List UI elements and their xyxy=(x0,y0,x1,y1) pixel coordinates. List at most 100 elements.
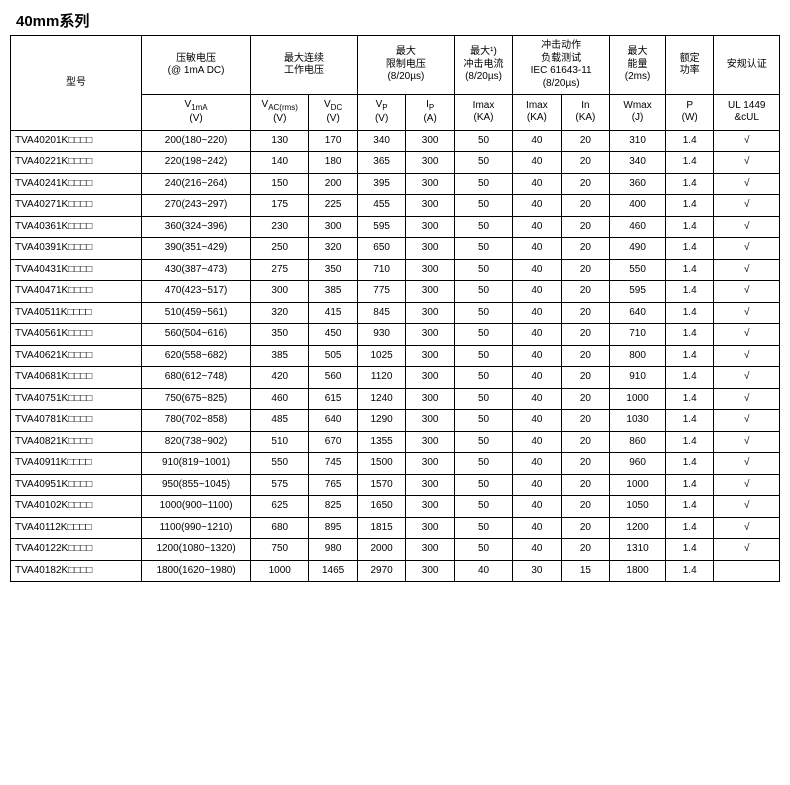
hdr-p-group: 额定功率 xyxy=(665,36,714,95)
spec-table: 型号 压敏电压(@ 1mA DC) 最大连续工作电压 最大限制电压(8/20µs… xyxy=(10,35,780,582)
table-row: TVA40182K□□□□1800(1620~1980)100014652970… xyxy=(11,560,780,582)
cell-value: 300 xyxy=(406,496,455,518)
cell-value: 1.4 xyxy=(665,517,714,539)
hdr-ul-group: 安规认证 xyxy=(714,36,780,95)
cell-model: TVA40821K□□□□ xyxy=(11,431,142,453)
cell-value: 300 xyxy=(406,152,455,174)
cell-value xyxy=(714,560,780,582)
cell-value: 1.4 xyxy=(665,539,714,561)
cell-value: 20 xyxy=(561,345,610,367)
cell-value: 40 xyxy=(454,560,512,582)
cell-value: 1.4 xyxy=(665,173,714,195)
cell-value: 300 xyxy=(406,302,455,324)
cell-value: 1200(1080~1320) xyxy=(141,539,250,561)
cell-value: 240(216~264) xyxy=(141,173,250,195)
cell-value: 485 xyxy=(251,410,309,432)
cell-value: 40 xyxy=(513,302,562,324)
cell-value: 275 xyxy=(251,259,309,281)
series-title: 40mm系列 xyxy=(16,10,780,31)
cell-value: 20 xyxy=(561,130,610,152)
cell-value: 50 xyxy=(454,324,512,346)
cell-value: 220(198~242) xyxy=(141,152,250,174)
cell-value: 20 xyxy=(561,453,610,475)
cell-value: 450 xyxy=(309,324,358,346)
cell-value: 200(180~220) xyxy=(141,130,250,152)
cell-value: 950(855~1045) xyxy=(141,474,250,496)
cell-value: 140 xyxy=(251,152,309,174)
cell-value: 230 xyxy=(251,216,309,238)
cell-value: 150 xyxy=(251,173,309,195)
cell-value: 395 xyxy=(357,173,406,195)
cell-value: 15 xyxy=(561,560,610,582)
table-row: TVA40911K□□□□910(819~1001)55074515003005… xyxy=(11,453,780,475)
cell-value: 360(324~396) xyxy=(141,216,250,238)
cell-value: √ xyxy=(714,259,780,281)
cell-model: TVA40431K□□□□ xyxy=(11,259,142,281)
table-row: TVA40431K□□□□430(387~473)275350710300504… xyxy=(11,259,780,281)
table-row: TVA40112K□□□□1100(990~1210)6808951815300… xyxy=(11,517,780,539)
cell-value: 680 xyxy=(251,517,309,539)
cell-value: 50 xyxy=(454,474,512,496)
cell-value: 910(819~1001) xyxy=(141,453,250,475)
cell-value: 1290 xyxy=(357,410,406,432)
cell-value: 300 xyxy=(309,216,358,238)
cell-value: 40 xyxy=(513,496,562,518)
cell-value: 2970 xyxy=(357,560,406,582)
cell-value: 575 xyxy=(251,474,309,496)
cell-value: √ xyxy=(714,302,780,324)
cell-value: √ xyxy=(714,517,780,539)
cell-value: 505 xyxy=(309,345,358,367)
cell-model: TVA40241K□□□□ xyxy=(11,173,142,195)
hdr-vclamp-group: 最大限制电压(8/20µs) xyxy=(357,36,454,95)
cell-model: TVA40201K□□□□ xyxy=(11,130,142,152)
hdr-ul: UL 1449&cUL xyxy=(714,95,780,131)
cell-value: 300 xyxy=(406,560,455,582)
cell-value: 560 xyxy=(309,367,358,389)
cell-model: TVA40561K□□□□ xyxy=(11,324,142,346)
table-row: TVA40102K□□□□1000(900~1100)6258251650300… xyxy=(11,496,780,518)
cell-value: 20 xyxy=(561,152,610,174)
cell-value: 50 xyxy=(454,410,512,432)
cell-value: 50 xyxy=(454,238,512,260)
cell-value: 340 xyxy=(357,130,406,152)
table-row: TVA40361K□□□□360(324~396)230300595300504… xyxy=(11,216,780,238)
cell-value: 1000 xyxy=(251,560,309,582)
cell-value: 300 xyxy=(406,453,455,475)
cell-value: 400 xyxy=(610,195,666,217)
cell-model: TVA40391K□□□□ xyxy=(11,238,142,260)
cell-model: TVA40751K□□□□ xyxy=(11,388,142,410)
cell-value: 625 xyxy=(251,496,309,518)
cell-model: TVA40681K□□□□ xyxy=(11,367,142,389)
cell-value: √ xyxy=(714,431,780,453)
cell-value: 40 xyxy=(513,474,562,496)
cell-model: TVA40122K□□□□ xyxy=(11,539,142,561)
cell-value: 1.4 xyxy=(665,388,714,410)
cell-value: 1355 xyxy=(357,431,406,453)
cell-value: 300 xyxy=(406,130,455,152)
cell-value: 40 xyxy=(513,388,562,410)
cell-model: TVA40221K□□□□ xyxy=(11,152,142,174)
cell-value: 640 xyxy=(309,410,358,432)
cell-value: √ xyxy=(714,539,780,561)
cell-value: 820(738~902) xyxy=(141,431,250,453)
cell-value: 1.4 xyxy=(665,259,714,281)
cell-value: 130 xyxy=(251,130,309,152)
cell-value: 20 xyxy=(561,216,610,238)
cell-value: 50 xyxy=(454,517,512,539)
cell-value: 860 xyxy=(610,431,666,453)
cell-value: 320 xyxy=(309,238,358,260)
cell-value: 20 xyxy=(561,302,610,324)
table-row: TVA40221K□□□□220(198~242)140180365300504… xyxy=(11,152,780,174)
cell-value: 460 xyxy=(251,388,309,410)
cell-value: 1030 xyxy=(610,410,666,432)
cell-value: 50 xyxy=(454,152,512,174)
cell-value: 40 xyxy=(513,453,562,475)
cell-model: TVA40511K□□□□ xyxy=(11,302,142,324)
hdr-iec-group: 冲击动作负载测试IEC 61643-11(8/20µs) xyxy=(513,36,610,95)
table-row: TVA40122K□□□□1200(1080~1320)750980200030… xyxy=(11,539,780,561)
cell-value: 1.4 xyxy=(665,345,714,367)
cell-value: 40 xyxy=(513,431,562,453)
cell-value: 50 xyxy=(454,173,512,195)
hdr-model: 型号 xyxy=(11,36,142,131)
cell-value: 40 xyxy=(513,345,562,367)
